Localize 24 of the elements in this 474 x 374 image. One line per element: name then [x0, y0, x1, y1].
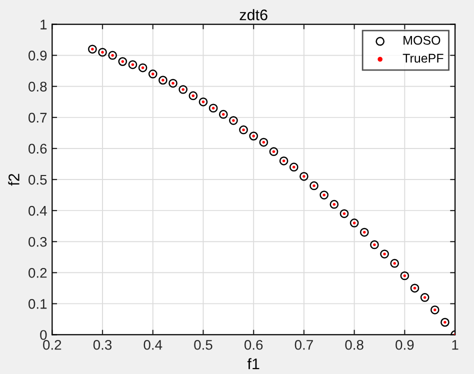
y-tick-label: 1 [40, 20, 47, 30]
y-tick-label: 0 [40, 330, 47, 340]
x-tick-label: 0.3 [93, 340, 112, 350]
y-tick-label: 0.9 [28, 50, 47, 61]
x-tick-label: 0.4 [144, 340, 162, 350]
x-tick-label: 0.9 [396, 340, 414, 350]
y-tick-label: 0.7 [28, 112, 47, 123]
x-tick-label: 0.6 [244, 340, 263, 350]
y-tick-label: 0.4 [28, 206, 47, 216]
y-axis-title: f2 [8, 174, 20, 186]
x-tick-label: 0.7 [294, 340, 313, 350]
y-tick-label: 0.6 [28, 144, 47, 154]
x-tick-label: 0.8 [345, 340, 364, 350]
x-tick-label: 0.5 [194, 340, 212, 350]
legend-label: MOSO [404, 36, 440, 45]
y-tick-label: 0.3 [28, 236, 47, 247]
y-tick-label: 0.1 [28, 299, 47, 309]
x-tick-label: 1 [452, 340, 458, 350]
legend-label: TruePF [402, 54, 444, 63]
y-tick-label: 0.8 [28, 82, 47, 92]
x-axis-title: f1 [247, 358, 260, 370]
chart-title: zdt6 [240, 9, 268, 20]
y-tick-label: 0.2 [28, 268, 47, 278]
y-tick-label: 0.5 [28, 174, 47, 185]
